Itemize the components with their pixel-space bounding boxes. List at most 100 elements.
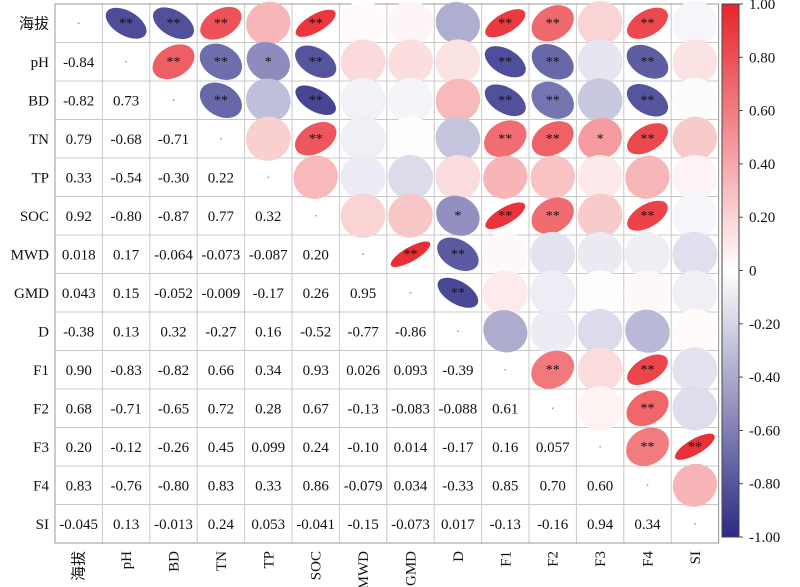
- corr-ellipse: [675, 433, 715, 460]
- corr-ellipse: [531, 350, 575, 389]
- corr-value-label: -0.13: [490, 517, 521, 533]
- corr-ellipse: [530, 155, 575, 200]
- corr-ellipse: [483, 155, 528, 199]
- row-label: D: [38, 324, 49, 340]
- corr-value-label: 0.32: [160, 324, 186, 340]
- column-label: TN: [214, 551, 230, 571]
- corr-ellipse: [531, 197, 574, 235]
- significance-label: *: [265, 55, 272, 70]
- corr-ellipse: [246, 1, 291, 45]
- corr-ellipse: [388, 116, 433, 162]
- corr-value-label: 0.77: [208, 209, 235, 225]
- corr-ellipse: [627, 354, 668, 385]
- grid-lines: [54, 3, 720, 544]
- corr-value-label: 0.83: [208, 478, 234, 494]
- corr-value-label: -0.39: [442, 363, 473, 379]
- corr-ellipse: [577, 39, 623, 85]
- corr-ellipse: [530, 231, 576, 277]
- corr-value-label: 0.34: [255, 363, 282, 379]
- corr-value-label: 0.13: [113, 517, 139, 533]
- colorbar-tick-label: -0.60: [749, 423, 780, 439]
- column-label: TP: [261, 551, 277, 569]
- corr-ellipse: [340, 154, 386, 200]
- row-label: F3: [33, 440, 49, 456]
- row-label: BD: [28, 93, 49, 109]
- corr-ellipse: [531, 81, 574, 119]
- corr-ellipse: [577, 308, 623, 354]
- corr-value-label: 0.66: [208, 363, 235, 379]
- corr-value-label: 0.33: [255, 478, 281, 494]
- corr-value-label: -0.71: [110, 401, 141, 417]
- column-label: F1: [498, 551, 514, 567]
- diagonal-dot: [551, 407, 554, 410]
- corr-value-label: -0.13: [347, 401, 378, 417]
- corr-ellipse: [672, 39, 718, 85]
- corr-value-label: 0.043: [62, 286, 96, 302]
- diagonal-dot: [267, 176, 270, 179]
- corr-value-label: -0.68: [110, 132, 141, 148]
- corr-value-label: -0.009: [202, 286, 241, 302]
- corr-value-label: -0.27: [205, 324, 237, 340]
- significance-label: **: [546, 55, 560, 70]
- column-labels: 海拔 pH BD TN TP SOC MWD GMD D F1 F2 F3 F4 SI: [71, 551, 704, 587]
- corr-value-label: -0.33: [442, 478, 473, 494]
- corr-ellipse: [625, 270, 670, 316]
- colorbar-gradient: [721, 3, 740, 538]
- corr-ellipse: [577, 1, 623, 46]
- corr-ellipse: [295, 9, 336, 37]
- corr-value-label: -0.80: [110, 209, 141, 225]
- corr-ellipse: [672, 77, 718, 123]
- corr-value-label: -0.80: [158, 478, 189, 494]
- colorbar-tick-label: -1.00: [749, 530, 780, 546]
- significance-label: **: [404, 247, 418, 262]
- corr-value-label: -0.079: [344, 478, 383, 494]
- significance-label: **: [641, 440, 655, 455]
- corr-value-label: 0.26: [303, 286, 330, 302]
- corr-value-label: -0.82: [158, 363, 189, 379]
- corr-value-label: 0.34: [634, 517, 661, 533]
- corr-value-label: 0.72: [208, 401, 234, 417]
- corr-ellipse: [531, 44, 574, 80]
- column-label: MWD: [356, 551, 372, 587]
- colorbar-tick-label: 0: [749, 264, 757, 280]
- corr-ellipse: [435, 2, 480, 45]
- corr-value-label: 0.60: [587, 478, 613, 494]
- significance-label: **: [546, 132, 560, 147]
- corr-value-label: 0.24: [303, 440, 330, 456]
- grid-border: [54, 3, 720, 544]
- colorbar-tick-label: 1.00: [749, 0, 775, 13]
- corr-value-label: -0.041: [296, 517, 335, 533]
- corr-value-label: 0.20: [303, 247, 329, 263]
- column-label: SI: [688, 551, 704, 564]
- corr-ellipse: [577, 78, 623, 123]
- significance-label: **: [546, 209, 560, 224]
- corr-ellipse: [577, 231, 623, 277]
- row-label: F2: [33, 401, 49, 417]
- significance-label: **: [167, 55, 181, 70]
- corr-value-label: 0.026: [346, 363, 380, 379]
- significance-label: **: [451, 247, 465, 262]
- column-label: SOC: [309, 551, 325, 580]
- significance-label: **: [167, 16, 181, 31]
- corr-value-label: 0.28: [255, 401, 281, 417]
- significance-label: **: [641, 363, 655, 378]
- corr-value-label: 0.017: [441, 517, 475, 533]
- corr-value-label: 0.90: [66, 363, 92, 379]
- significance-label: **: [214, 93, 228, 108]
- corr-value-label: -0.52: [300, 324, 331, 340]
- corr-value-label: 0.16: [255, 324, 282, 340]
- corr-value-label: -0.86: [395, 324, 427, 340]
- significance-label: **: [214, 16, 228, 31]
- corr-ellipse: [340, 39, 386, 85]
- corr-ellipse: [200, 6, 242, 40]
- corr-ellipse: [625, 231, 670, 277]
- corr-ellipse: [625, 309, 670, 353]
- row-label: 海拔: [19, 15, 49, 32]
- corr-ellipse: [672, 154, 718, 200]
- corr-value-label: -0.10: [347, 440, 378, 456]
- row-label: SOC: [20, 209, 49, 225]
- significance-label: **: [641, 16, 655, 31]
- diagonal-dot: [646, 484, 649, 487]
- diagonal-dot: [220, 137, 222, 140]
- corr-value-label: -0.17: [253, 286, 285, 302]
